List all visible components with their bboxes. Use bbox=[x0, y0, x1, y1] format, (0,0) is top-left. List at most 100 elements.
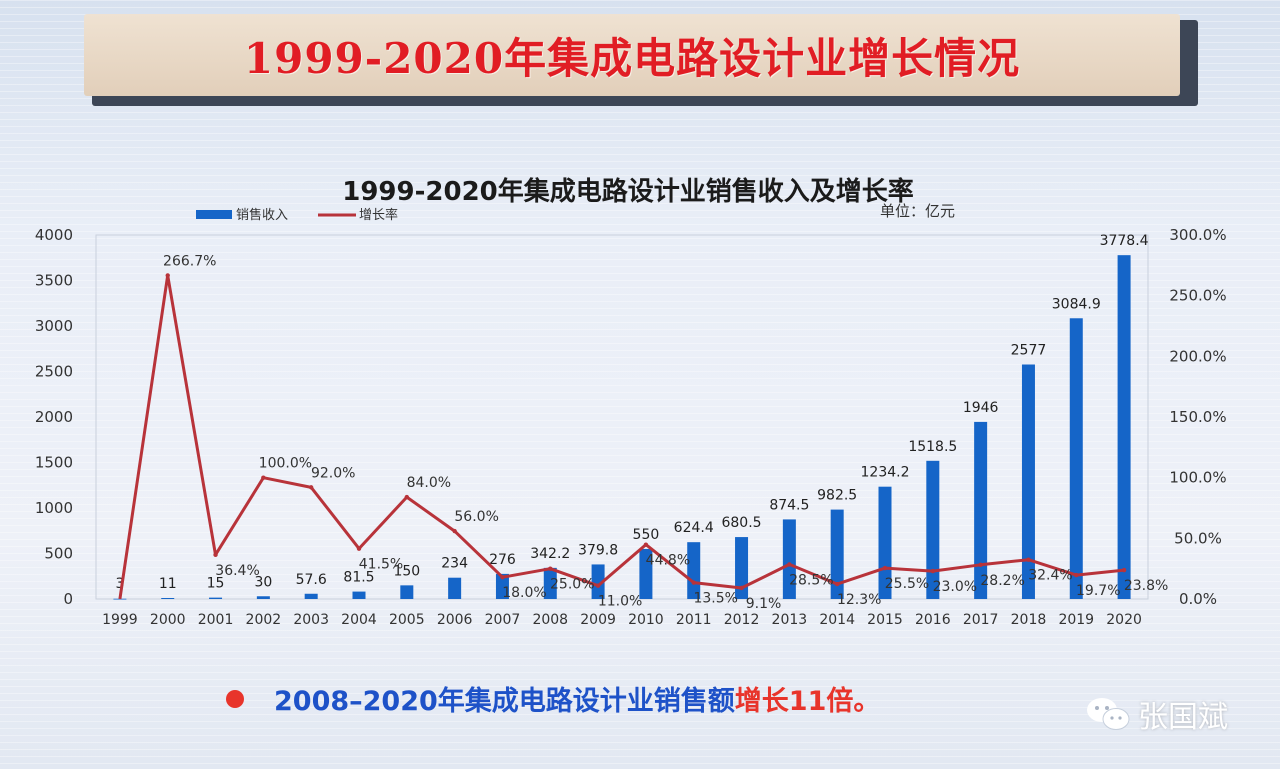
growth-label: 9.1% bbox=[746, 596, 782, 612]
y-left-tick-label: 1000 bbox=[35, 499, 73, 517]
x-tick-label: 2003 bbox=[293, 612, 329, 628]
x-tick-label: 2008 bbox=[532, 612, 568, 628]
watermark: 张国斌 bbox=[1086, 692, 1228, 736]
bar-value-label: 2577 bbox=[1011, 342, 1047, 358]
legend-bar-label: 销售收入 bbox=[236, 207, 288, 223]
bar bbox=[687, 542, 701, 599]
growth-point bbox=[261, 475, 266, 480]
bar-value-label: 3778.4 bbox=[1100, 233, 1149, 249]
y-left-tick-label: 0 bbox=[63, 590, 73, 608]
bar bbox=[591, 564, 605, 599]
y-right-tick-label: 100.0% bbox=[1169, 469, 1226, 487]
x-tick-label: 2018 bbox=[1011, 612, 1047, 628]
bar-value-label: 550 bbox=[633, 527, 660, 543]
growth-label: 92.0% bbox=[311, 465, 355, 481]
y-left-tick-label: 4000 bbox=[35, 226, 73, 244]
growth-point bbox=[595, 583, 601, 588]
bar-value-label: 680.5 bbox=[721, 515, 761, 531]
plot-frame bbox=[95, 234, 1149, 600]
y-right-tick-label: 150.0% bbox=[1169, 408, 1226, 426]
author-name: 张国斌 bbox=[1138, 700, 1228, 735]
bar bbox=[782, 519, 796, 599]
unit-note: 单位：亿元 bbox=[880, 202, 955, 220]
growth-label: 41.5% bbox=[359, 557, 403, 573]
summary-highlight: 增长11倍。 bbox=[734, 686, 881, 717]
x-tick-label: 2005 bbox=[389, 612, 425, 628]
bar-value-label: 30 bbox=[254, 574, 272, 590]
bar-value-label: 150 bbox=[393, 563, 420, 579]
growth-point bbox=[1026, 557, 1031, 562]
growth-label: 28.5% bbox=[789, 572, 833, 588]
growth-label: 23.8% bbox=[1124, 578, 1168, 594]
bar bbox=[256, 596, 270, 599]
x-tick-label: 2020 bbox=[1106, 612, 1142, 628]
growth-label: 19.7% bbox=[1076, 583, 1120, 599]
summary-text: 2008–2020年集成电路设计业销售额 bbox=[274, 686, 735, 717]
growth-point bbox=[452, 528, 457, 534]
growth-point bbox=[308, 485, 314, 490]
growth-point bbox=[404, 494, 410, 500]
bar-value-label: 1518.5 bbox=[908, 439, 957, 455]
x-tick-label: 2011 bbox=[676, 612, 712, 628]
bar bbox=[926, 460, 940, 599]
bar bbox=[113, 598, 127, 600]
growth-point bbox=[787, 562, 792, 567]
growth-label: 84.0% bbox=[407, 475, 451, 491]
growth-point bbox=[739, 585, 744, 591]
bar-value-label: 81.5 bbox=[343, 570, 374, 586]
bar-value-label: 276 bbox=[489, 552, 516, 568]
growth-point bbox=[978, 562, 983, 567]
y-left-tick-label: 3000 bbox=[35, 317, 73, 335]
growth-label: 12.3% bbox=[837, 592, 881, 608]
bar-value-label: 982.5 bbox=[817, 488, 857, 504]
y-left-tick-label: 2000 bbox=[35, 408, 73, 426]
x-tick-label: 2019 bbox=[1058, 612, 1094, 628]
growth-label: 100.0% bbox=[259, 456, 312, 472]
growth-label: 36.4% bbox=[215, 563, 259, 579]
bar bbox=[161, 597, 175, 599]
bar bbox=[304, 593, 318, 599]
growth-label: 11.0% bbox=[598, 594, 642, 610]
bar bbox=[878, 486, 892, 599]
bar-value-label: 234 bbox=[441, 556, 468, 572]
growth-point bbox=[213, 552, 218, 558]
y-right-tick-label: 50.0% bbox=[1174, 529, 1222, 547]
bar-value-label: 3 bbox=[115, 576, 124, 592]
growth-point bbox=[1074, 572, 1079, 578]
bar bbox=[543, 567, 557, 599]
growth-label: 23.0% bbox=[933, 579, 977, 595]
x-tick-label: 1999 bbox=[102, 612, 138, 628]
bar-value-label: 57.6 bbox=[296, 572, 327, 588]
y-right-tick-label: 250.0% bbox=[1169, 287, 1226, 305]
growth-point bbox=[834, 581, 840, 587]
bar bbox=[1117, 255, 1131, 600]
bar bbox=[639, 548, 653, 599]
bar bbox=[830, 509, 844, 599]
growth-label: 32.4% bbox=[1028, 568, 1072, 584]
bar bbox=[448, 577, 462, 599]
growth-label: 56.0% bbox=[454, 509, 498, 525]
summary-line: 2008–2020年集成电路设计业销售额 增长11倍。 bbox=[226, 679, 880, 718]
x-tick-label: 2013 bbox=[772, 612, 808, 628]
bar bbox=[352, 591, 366, 599]
bar-value-label: 1946 bbox=[963, 400, 999, 416]
growth-label: 25.5% bbox=[885, 576, 929, 592]
x-tick-label: 2006 bbox=[437, 612, 473, 628]
x-tick-label: 2007 bbox=[485, 612, 521, 628]
bar-value-label: 3084.9 bbox=[1052, 296, 1101, 312]
bar-value-label: 624.4 bbox=[674, 520, 714, 536]
legend-bar-swatch bbox=[196, 210, 232, 219]
page-title: 1999-2020年集成电路设计业增长情况 bbox=[243, 33, 1021, 83]
growth-label: 266.7% bbox=[163, 253, 216, 269]
x-tick-label: 2001 bbox=[198, 612, 234, 628]
growth-point bbox=[643, 542, 649, 547]
x-tick-label: 2012 bbox=[724, 612, 760, 628]
growth-label: 13.5% bbox=[693, 591, 737, 607]
y-right-tick-label: 0.0% bbox=[1179, 590, 1217, 608]
y-left-tick-label: 3500 bbox=[35, 272, 73, 290]
legend-line-label: 增长率 bbox=[359, 207, 398, 223]
growth-point bbox=[165, 273, 170, 278]
y-right-tick-label: 300.0% bbox=[1169, 226, 1226, 244]
growth-label: 18.0% bbox=[502, 585, 546, 601]
y-left-tick-label: 2500 bbox=[35, 363, 73, 381]
